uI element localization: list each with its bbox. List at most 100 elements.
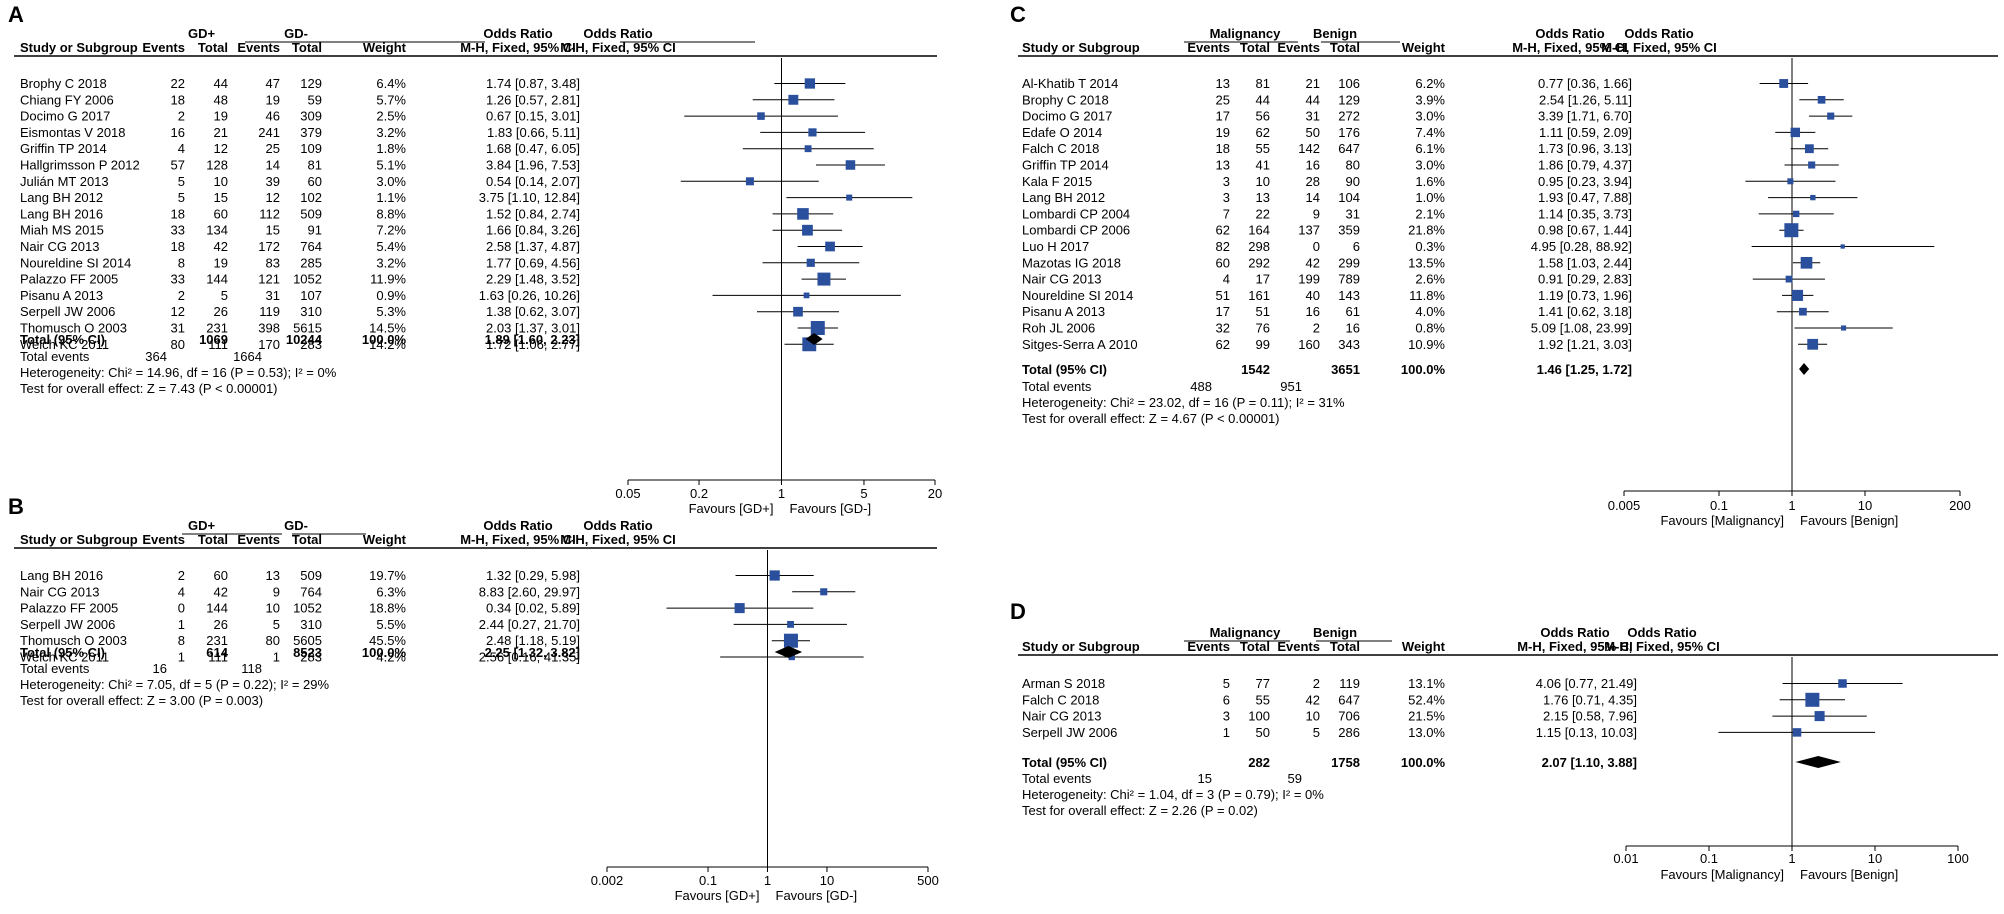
study-marker: [1792, 210, 1800, 218]
odds-ratio-value: 1.58 [1.03, 2.44]: [1538, 255, 1632, 270]
total-events-label: Total events: [20, 349, 90, 364]
study-name: Lang BH 2016: [20, 568, 103, 583]
study-name: Pisanu A 2013: [20, 288, 103, 303]
events-value: 28: [1306, 174, 1320, 189]
study-name: Kala F 2015: [1022, 174, 1092, 189]
total-events-value: 59: [1288, 771, 1302, 786]
total-value: 26: [214, 617, 228, 632]
method-header: M-H, Fixed, 95% CI: [460, 40, 576, 55]
events-value: 15: [266, 223, 280, 238]
events-value: 18: [171, 92, 185, 107]
study-name: Falch C 2018: [1022, 141, 1099, 156]
study-marker: [793, 306, 803, 317]
weight-value: 0.3%: [1415, 239, 1445, 254]
study-marker: [1784, 223, 1799, 238]
events-header: Events: [142, 40, 185, 55]
plot-title: Odds Ratio: [1624, 26, 1693, 41]
events-value: 7: [1223, 206, 1230, 221]
events-value: 25: [1216, 92, 1230, 107]
total-value: 647: [1338, 692, 1360, 707]
odds-ratio-value: 5.09 [1.08, 23.99]: [1531, 321, 1632, 336]
study-name: Noureldine SI 2014: [20, 255, 131, 270]
weight-value: 5.7%: [376, 92, 406, 107]
total-value: 80: [1346, 158, 1360, 173]
odds-ratio-value: 1.86 [0.79, 4.37]: [1538, 158, 1632, 173]
total-value: 129: [1338, 92, 1360, 107]
total-events-value: 118: [241, 661, 262, 676]
total-events-value: 15: [1198, 771, 1212, 786]
total-value: 1069: [199, 332, 228, 347]
x-tick-label: 0.005: [1608, 498, 1641, 513]
events-value: 8: [178, 255, 185, 270]
total-events-value: 364: [145, 349, 167, 364]
study-marker: [810, 321, 825, 335]
total-value: 3651: [1331, 362, 1360, 377]
events-value: 40: [1306, 288, 1320, 303]
study-name: Noureldine SI 2014: [1022, 288, 1133, 303]
total-value: 1052: [293, 601, 322, 616]
odds-ratio-value: 1.73 [0.96, 3.13]: [1538, 141, 1632, 156]
x-tick-label: 5: [860, 486, 867, 501]
odds-ratio-value: 1.26 [0.57, 2.81]: [486, 92, 580, 107]
study-marker: [1808, 161, 1816, 169]
total-value: 77: [1256, 676, 1270, 691]
study-marker: [1810, 194, 1816, 201]
weight-header: Weight: [363, 40, 407, 55]
total-value: 1052: [293, 272, 322, 287]
weight-value: 2.1%: [1415, 206, 1445, 221]
weight-value: 6.2%: [1415, 76, 1445, 91]
events-header: Events: [1187, 40, 1230, 55]
plot-title: Odds Ratio: [1627, 625, 1696, 640]
events-value: 112: [259, 206, 280, 221]
events-value: 3: [1223, 174, 1230, 189]
study-name: Hallgrimsson P 2012: [20, 158, 140, 173]
study-name: Serpell JW 2006: [20, 304, 115, 319]
odds-ratio-value: 4.06 [0.77, 21.49]: [1536, 676, 1637, 691]
x-tick-label: 1: [764, 873, 771, 888]
events-value: 60: [1216, 255, 1230, 270]
total-value: 285: [300, 255, 322, 270]
heterogeneity-text: Heterogeneity: Chi² = 14.96, df = 16 (P …: [20, 365, 337, 380]
odds-ratio-value: 8.83 [2.60, 29.97]: [479, 584, 580, 599]
study-name: Thomusch O 2003: [20, 633, 127, 648]
total-value: 161: [1248, 288, 1270, 303]
panel-letter: B: [8, 494, 24, 519]
x-tick-label: 1: [1788, 498, 1795, 513]
events-value: 5: [273, 617, 280, 632]
study-marker: [1787, 178, 1794, 185]
events-value: 4: [1223, 272, 1230, 287]
total-value: 42: [214, 239, 228, 254]
events-value: 50: [1306, 125, 1320, 140]
total-value: 17: [1256, 272, 1270, 287]
study-marker: [1800, 256, 1813, 269]
events-value: 3: [1223, 190, 1230, 205]
total-events-value: 951: [1280, 379, 1302, 394]
total-value: 81: [308, 158, 322, 173]
x-tick-label: 200: [1949, 498, 1971, 513]
weight-value: 3.2%: [376, 255, 406, 270]
weight-value: 0.9%: [376, 288, 406, 303]
events-value: 2: [178, 288, 185, 303]
odds-ratio-value: 1.41 [0.62, 3.18]: [1538, 304, 1632, 319]
weight-value: 13.0%: [1408, 725, 1445, 740]
total-value: 129: [300, 76, 322, 91]
panel-letter: A: [8, 2, 24, 27]
odds-ratio-value: 2.15 [0.58, 7.96]: [1543, 709, 1637, 724]
events-value: 12: [266, 190, 280, 205]
study-marker: [1841, 325, 1847, 331]
total-value: 59: [308, 92, 322, 107]
total-events-label: Total events: [20, 661, 90, 676]
weight-value: 100.0%: [362, 645, 407, 660]
total-value: 272: [1338, 109, 1360, 124]
study-name: Lang BH 2012: [20, 190, 103, 205]
panel-letter: C: [1010, 2, 1026, 27]
x-tick-label: 10: [820, 873, 834, 888]
total-value: 1542: [1241, 362, 1270, 377]
study-marker: [820, 588, 828, 596]
total-value: 10: [214, 174, 228, 189]
total-value: 60: [214, 568, 228, 583]
study-name: Serpell JW 2006: [20, 617, 115, 632]
events-value: 2: [1313, 676, 1320, 691]
study-name: Sitges-Serra A 2010: [1022, 337, 1138, 352]
odds-ratio-value: 1.14 [0.35, 3.73]: [1538, 206, 1632, 221]
